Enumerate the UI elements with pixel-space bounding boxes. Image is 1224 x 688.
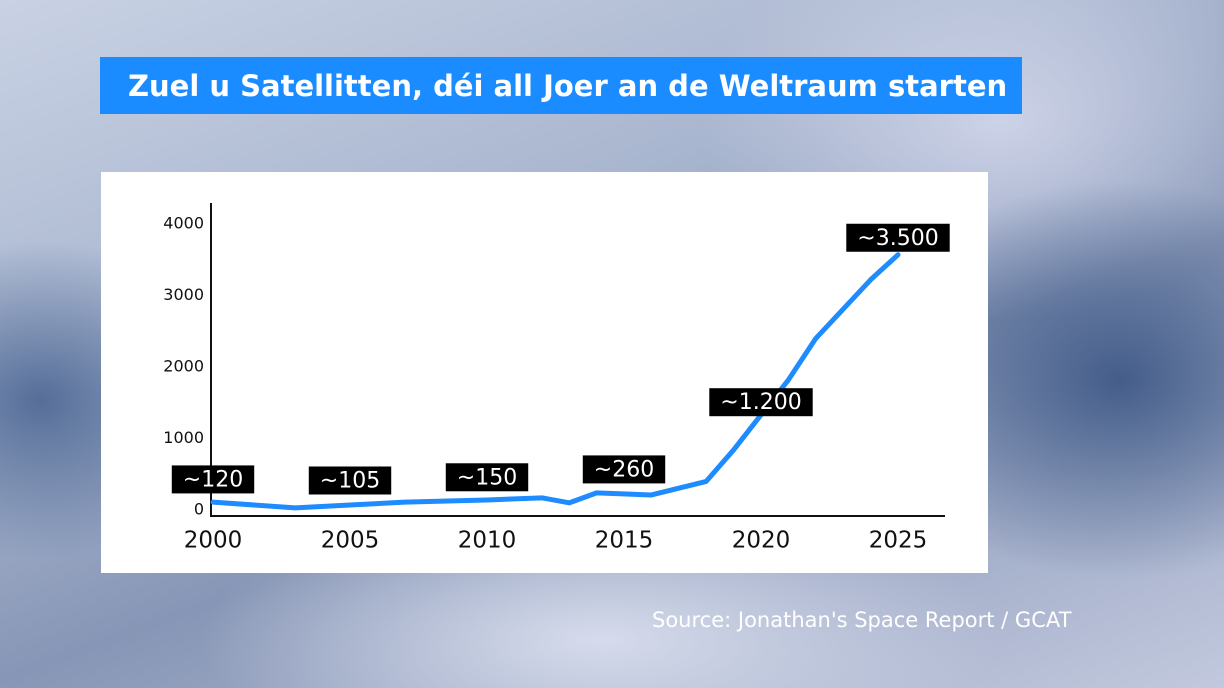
x-tick-label: 2015 bbox=[595, 528, 654, 554]
y-tick-label: 2000 bbox=[163, 357, 204, 376]
annotation-box bbox=[709, 388, 813, 417]
chart-title: Zuel u Satellitten, déi all Joer an de W… bbox=[128, 69, 1007, 103]
y-tick-label: 1000 bbox=[163, 428, 204, 447]
annotation: ~120 bbox=[171, 465, 255, 494]
annotation-box bbox=[171, 465, 255, 494]
annotation: ~1.200 bbox=[709, 388, 813, 417]
source-note: Source: Jonathan's Space Report / GCAT bbox=[652, 608, 1072, 632]
annotation: ~3.500 bbox=[846, 223, 950, 252]
annotation-box bbox=[582, 455, 666, 484]
annotation: ~260 bbox=[582, 455, 666, 484]
annotation-label: ~3.500 bbox=[857, 226, 938, 251]
x-tick-label: 2000 bbox=[184, 528, 243, 554]
annotation: ~105 bbox=[308, 466, 392, 495]
y-tick-label: 0 bbox=[194, 500, 204, 519]
annotation: ~150 bbox=[445, 463, 529, 492]
annotation-label: ~260 bbox=[594, 457, 654, 482]
y-tick-label: 4000 bbox=[163, 214, 204, 233]
x-tick-label: 2025 bbox=[869, 528, 928, 554]
title-bar bbox=[100, 57, 1022, 114]
annotation-box bbox=[846, 223, 950, 252]
annotation-box bbox=[308, 466, 392, 495]
annotation-label: ~120 bbox=[183, 467, 243, 492]
annotation-label: ~150 bbox=[457, 465, 517, 490]
data-line bbox=[210, 252, 901, 511]
annotation-box bbox=[445, 463, 529, 492]
annotation-label: ~1.200 bbox=[720, 390, 801, 415]
y-tick-label: 3000 bbox=[163, 285, 204, 304]
x-tick-label: 2020 bbox=[732, 528, 791, 554]
x-tick-label: 2010 bbox=[458, 528, 517, 554]
x-tick-label: 2005 bbox=[321, 528, 380, 554]
annotation-label: ~105 bbox=[320, 468, 380, 493]
